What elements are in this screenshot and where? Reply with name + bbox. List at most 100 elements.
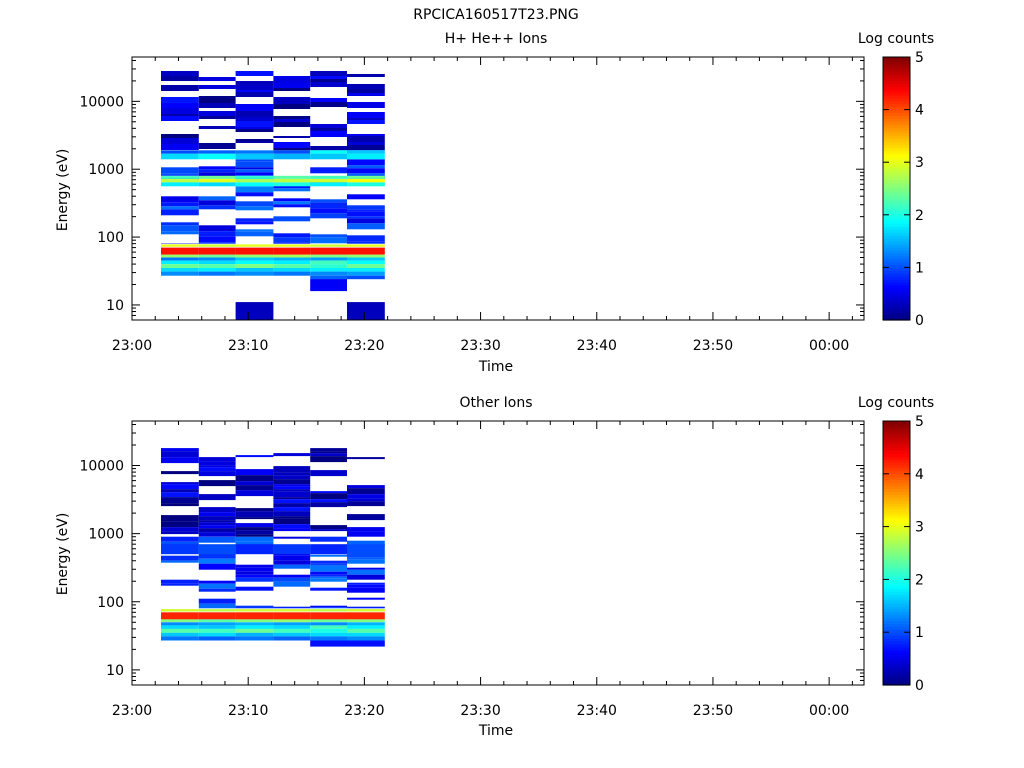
colorbar-segment [883, 682, 910, 686]
colorbar-segment [883, 71, 910, 76]
heatmap-cells [161, 71, 385, 320]
heatmap-cell [161, 244, 199, 247]
colorbar-segment [883, 83, 910, 87]
colorbar-segment [883, 435, 910, 440]
noise-cell [161, 85, 199, 91]
colorbar-segment [883, 421, 910, 425]
colorbar-segment [883, 462, 910, 466]
colorbar-tick-label: 3 [915, 155, 924, 171]
colorbar-segment [883, 473, 910, 478]
heatmap-cell [310, 279, 347, 292]
colorbar-segment [883, 165, 910, 169]
heatmap-cell [235, 268, 274, 272]
heatmap-cell [161, 150, 199, 154]
noise-cell [310, 167, 347, 174]
noise-cell [273, 136, 311, 138]
colorbar-segment [883, 509, 910, 513]
noise-cell [235, 475, 274, 482]
noise-cell [161, 560, 199, 563]
colorbar-segment [883, 597, 910, 601]
noise-cell [198, 536, 236, 537]
heatmap-cell [161, 628, 199, 633]
colorbar-segment [883, 80, 910, 84]
colorbar-segment [883, 115, 910, 119]
heatmap-cell [347, 275, 385, 280]
heatmap-cell [161, 247, 199, 255]
heatmap-cell [273, 175, 311, 179]
x-tick-label: 23:50 [693, 338, 733, 354]
noise-cell [273, 201, 311, 205]
noise-cell [347, 93, 385, 96]
axes: 23:00 23:10 23:20 23:30 23:40 23:50 00:00 10 100… [79, 56, 865, 354]
colorbar-segment [883, 623, 910, 627]
panel-h-he-ions: H+ He++ Ions Log counts Time Energy (eV)… [55, 31, 934, 375]
colorbar-tick-label: 0 [915, 678, 924, 694]
colorbar-segment [883, 482, 910, 487]
noise-cell [347, 165, 385, 169]
noise-cell [273, 97, 311, 99]
heatmap-cell [235, 264, 274, 268]
noise-cell [273, 511, 311, 517]
noise-cell [198, 166, 236, 170]
noise-cell [235, 104, 274, 107]
heatmap-cell [347, 625, 385, 629]
heatmap-cell [273, 625, 311, 629]
heatmap-cell [161, 544, 199, 555]
noise-cell [273, 79, 311, 83]
noise-cell [198, 77, 236, 81]
colorbar-tick-label: 1 [915, 625, 924, 641]
noise-cell [310, 470, 347, 477]
heatmap-cell [198, 254, 236, 258]
noise-cell [198, 231, 236, 237]
noise-cell [198, 552, 236, 559]
noise-cell [310, 451, 347, 454]
noise-cell [235, 221, 274, 225]
colorbar-segment [883, 214, 910, 219]
noise-cell [198, 522, 236, 526]
colorbar-segment [883, 302, 910, 306]
colorbar-segment [883, 194, 910, 198]
colorbar-segment [883, 429, 910, 434]
heatmap-cell [235, 175, 274, 179]
colorbar-segment [883, 514, 910, 519]
noise-cell [235, 121, 274, 127]
noise-cell [347, 606, 385, 609]
noise-cell [347, 557, 385, 560]
noise-cell [198, 205, 236, 210]
colorbar-segment [883, 485, 910, 490]
heatmap-cell [235, 271, 274, 276]
heatmap-cell [235, 153, 274, 160]
noise-cell [198, 242, 236, 244]
colorbar-segment [883, 97, 910, 102]
heatmap-cell [273, 632, 311, 637]
heatmap-cell [273, 150, 311, 154]
noise-cell [273, 528, 311, 532]
noise-cell [273, 560, 311, 565]
colorbar-segment [883, 591, 910, 595]
colorbar-segment [883, 305, 910, 309]
heatmap-cell [198, 257, 236, 261]
noise-cell [310, 607, 347, 609]
colorbar-segment [883, 185, 910, 190]
noise-cell [161, 583, 199, 586]
noise-cell [347, 102, 385, 108]
colorbar-segment [883, 526, 910, 531]
noise-cell [273, 466, 311, 473]
colorbar-segment [883, 676, 910, 680]
colorbar-tick-label: 0 [915, 313, 924, 329]
noise-cell [235, 517, 274, 520]
heatmap-cell [347, 612, 385, 620]
colorbar-segment [883, 441, 910, 446]
heatmap-cell [310, 150, 347, 154]
colorbar-segment [883, 235, 910, 239]
noise-cell [161, 202, 199, 207]
heatmap-cell [310, 636, 347, 641]
noise-cell [161, 555, 199, 561]
colorbar-segment [883, 456, 910, 460]
colorbar-segment [883, 308, 910, 312]
noise-cell [310, 202, 347, 209]
noise-cell [273, 148, 311, 151]
heatmap-cell [235, 612, 274, 620]
heatmap-cell [347, 302, 385, 320]
noise-cell [310, 574, 347, 577]
